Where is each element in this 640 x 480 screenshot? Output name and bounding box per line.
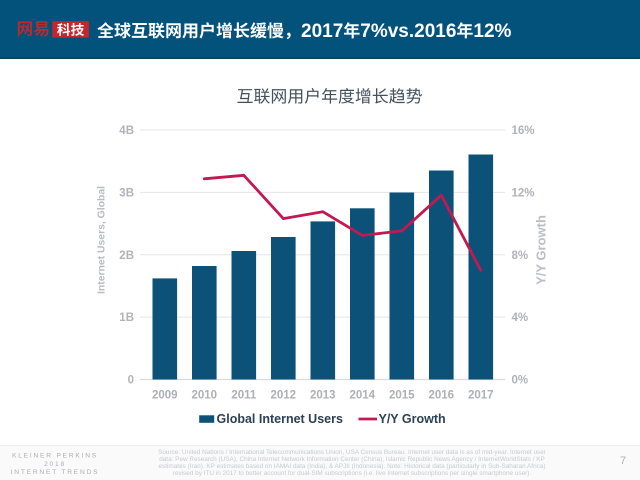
- svg-text:2010: 2010: [192, 389, 218, 401]
- svg-text:8%: 8%: [512, 250, 529, 262]
- svg-text:estimates (Iran). KP estimates: estimates (Iran). KP estimates based on …: [158, 463, 545, 470]
- svg-text:2018: 2018: [44, 461, 66, 468]
- svg-text:3B: 3B: [119, 187, 134, 199]
- svg-text:7: 7: [620, 455, 626, 467]
- svg-text:2013: 2013: [310, 389, 336, 401]
- svg-text:0: 0: [128, 375, 134, 387]
- svg-text:16%: 16%: [512, 125, 535, 137]
- svg-text:12%: 12%: [473, 21, 511, 42]
- svg-text:7%vs.: 7%vs.: [360, 21, 414, 42]
- svg-text:2012: 2012: [271, 389, 297, 401]
- svg-text:2016: 2016: [429, 389, 455, 401]
- svg-text:KLEINER PERKINS: KLEINER PERKINS: [12, 453, 98, 460]
- svg-text:INTERNET TRENDS: INTERNET TRENDS: [11, 469, 100, 476]
- svg-text:2017: 2017: [468, 389, 494, 401]
- svg-text:2009: 2009: [152, 389, 178, 401]
- svg-text:Internet Users, Global: Internet Users, Global: [97, 186, 108, 294]
- svg-text:2011: 2011: [231, 389, 257, 401]
- svg-text:Y/Y Growth: Y/Y Growth: [533, 215, 548, 285]
- svg-text:2014: 2014: [350, 389, 376, 401]
- svg-text:revised by ITU in 2017 to bett: revised by ITU in 2017 to better account…: [173, 470, 532, 477]
- svg-text:12%: 12%: [512, 187, 535, 199]
- svg-text:1B: 1B: [119, 312, 134, 324]
- svg-text:Global Internet Users: Global Internet Users: [217, 412, 343, 426]
- svg-text:0%: 0%: [512, 375, 529, 387]
- svg-text:data: Pew Research (USA), Chin: data: Pew Research (USA), China Internet…: [159, 456, 545, 463]
- svg-text:2B: 2B: [119, 250, 134, 262]
- svg-text:4B: 4B: [119, 125, 134, 137]
- svg-text:Y/Y Growth: Y/Y Growth: [379, 412, 446, 426]
- svg-text:2016: 2016: [414, 21, 456, 42]
- svg-text:Source: United Nations / Inter: Source: United Nations / International T…: [158, 449, 547, 456]
- svg-text:2015: 2015: [389, 389, 415, 401]
- svg-text:2017: 2017: [301, 21, 343, 42]
- svg-text:4%: 4%: [512, 312, 529, 324]
